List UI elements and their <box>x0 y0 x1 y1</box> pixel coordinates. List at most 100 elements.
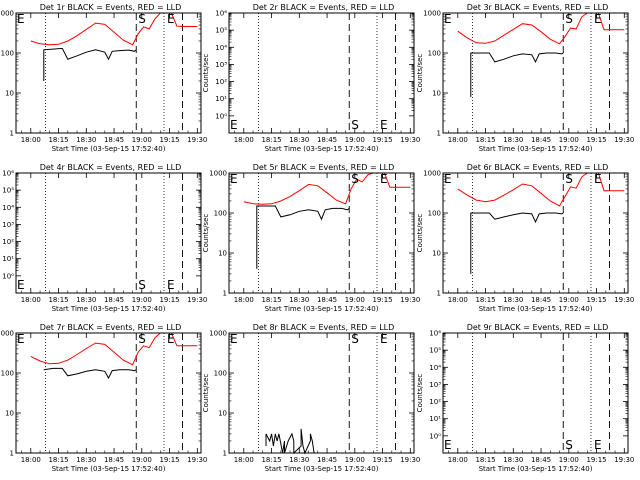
panel-title: Det 5r BLACK = Events, RED = LLD <box>253 163 395 172</box>
panel-det-3: Det 3r BLACK = Events, RED = LLD 1 10 100 10… <box>416 3 634 153</box>
x-axis-label: Start Time (03-Sep-15 17:52:40) <box>265 305 379 313</box>
e-marker-label: E <box>167 12 175 26</box>
y-tick-label: 10⁵ <box>215 27 227 35</box>
start-e-marker-label: E <box>17 332 25 346</box>
x-tick-label: 18:15 <box>48 136 68 144</box>
y-tick-label: 1000 <box>209 170 227 178</box>
x-tick-label: 18:45 <box>104 136 124 144</box>
x-tick-label: 18:45 <box>317 456 337 464</box>
x-tick-label: 19:30 <box>400 136 420 144</box>
x-axis-label: Start Time (03-Sep-15 17:52:40) <box>52 305 166 313</box>
x-tick-label: 19:00 <box>559 296 579 304</box>
x-tick-label: 18:00 <box>448 136 468 144</box>
s-marker-label: S <box>138 12 146 26</box>
y-tick-label: 1000 <box>0 330 14 338</box>
start-e-marker-label: E <box>230 332 238 346</box>
panel-title: Det 4r BLACK = Events, RED = LLD <box>40 163 182 172</box>
x-tick-label: 18:15 <box>261 296 281 304</box>
x-tick-label: 18:30 <box>503 136 523 144</box>
y-tick-label: 10⁶ <box>429 330 441 338</box>
x-tick-label: 18:00 <box>448 296 468 304</box>
y-tick-label: 10⁴ <box>215 44 227 52</box>
events-series-line <box>256 205 350 269</box>
y-tick-label: 10 <box>218 250 227 258</box>
y-tick-label: 10⁴ <box>2 204 14 212</box>
plot-frame <box>15 332 202 454</box>
e-marker-label: E <box>594 438 602 452</box>
y-axis-label: Counts/sec <box>202 374 210 413</box>
x-axis-label: Start Time (03-Sep-15 17:52:40) <box>52 145 166 153</box>
x-tick-label: 18:15 <box>475 456 495 464</box>
y-tick-label: 10³ <box>429 381 441 389</box>
events-series-line <box>43 47 137 81</box>
panel-title: Det 2r BLACK = Events, RED = LLD <box>253 3 395 12</box>
start-e-marker-label: E <box>17 278 25 292</box>
plot-frame <box>15 12 202 134</box>
y-tick-label: 100 <box>214 370 227 378</box>
y-tick-label: 1 <box>223 450 227 458</box>
plot-frame <box>228 332 415 454</box>
panel-det-7: Det 7r BLACK = Events, RED = LLD 1 10 100 10… <box>0 323 207 473</box>
y-tick-label: 1000 <box>209 330 227 338</box>
y-tick-label: 10⁰ <box>215 112 227 120</box>
y-axis-label: Counts/sec <box>202 54 210 93</box>
y-tick-label: 10 <box>218 410 227 418</box>
x-tick-label: 18:00 <box>234 456 254 464</box>
x-axis-label: Start Time (03-Sep-15 17:52:40) <box>479 465 593 473</box>
x-tick-label: 18:45 <box>104 456 124 464</box>
x-tick-label: 18:00 <box>21 136 41 144</box>
y-axis-label: Counts/sec <box>416 54 424 93</box>
x-tick-label: 19:30 <box>187 136 207 144</box>
e-marker-label: E <box>380 332 388 346</box>
e-marker-label: E <box>594 172 602 186</box>
s-marker-label: S <box>565 172 573 186</box>
e-marker-label: E <box>594 12 602 26</box>
x-tick-label: 19:15 <box>159 296 179 304</box>
x-tick-label: 19:15 <box>372 296 392 304</box>
e-marker-label: E <box>167 278 175 292</box>
x-tick-label: 18:30 <box>289 456 309 464</box>
events-series-line <box>265 428 315 455</box>
x-axis-label: Start Time (03-Sep-15 17:52:40) <box>265 465 379 473</box>
panel-title: Det 7r BLACK = Events, RED = LLD <box>40 323 182 332</box>
y-tick-label: 10⁵ <box>2 187 14 195</box>
x-tick-label: 18:45 <box>317 136 337 144</box>
y-tick-label: 100 <box>428 50 441 58</box>
e-marker-label: E <box>380 118 388 132</box>
x-tick-label: 18:00 <box>448 456 468 464</box>
panel-det-8: Det 8r BLACK = Events, RED = LLD 1 10 100 10… <box>202 323 420 473</box>
s-marker-label: S <box>351 332 359 346</box>
panel-title: Det 6r BLACK = Events, RED = LLD <box>467 163 609 172</box>
y-tick-label: 10 <box>5 410 14 418</box>
x-tick-label: 19:00 <box>132 456 152 464</box>
x-tick-label: 18:30 <box>289 136 309 144</box>
y-tick-label: 1 <box>10 450 14 458</box>
y-tick-label: 10⁰ <box>2 272 14 280</box>
s-marker-label: S <box>351 118 359 132</box>
x-tick-label: 19:30 <box>614 136 634 144</box>
x-tick-label: 18:15 <box>261 136 281 144</box>
x-tick-label: 19:15 <box>372 456 392 464</box>
plot-frame <box>15 172 202 294</box>
x-tick-label: 18:00 <box>21 456 41 464</box>
x-tick-label: 18:30 <box>76 136 96 144</box>
plot-frame <box>442 172 629 294</box>
y-tick-label: 1000 <box>423 10 441 18</box>
y-tick-label: 10⁵ <box>429 347 441 355</box>
x-tick-label: 18:15 <box>475 136 495 144</box>
x-tick-label: 19:00 <box>345 136 365 144</box>
y-tick-label: 10⁴ <box>429 364 441 372</box>
s-marker-label: S <box>351 172 359 186</box>
e-marker-label: E <box>167 332 175 346</box>
y-tick-label: 1 <box>437 290 441 298</box>
x-tick-label: 18:45 <box>531 456 551 464</box>
y-tick-label: 10² <box>429 398 441 406</box>
events-series-line <box>470 52 564 97</box>
panel-title: Det 3r BLACK = Events, RED = LLD <box>467 3 609 12</box>
x-tick-label: 18:00 <box>234 296 254 304</box>
x-tick-label: 19:30 <box>187 456 207 464</box>
x-tick-label: 19:00 <box>132 136 152 144</box>
y-tick-label: 10 <box>432 250 441 258</box>
y-tick-label: 10⁶ <box>215 10 227 18</box>
x-tick-label: 18:15 <box>475 296 495 304</box>
